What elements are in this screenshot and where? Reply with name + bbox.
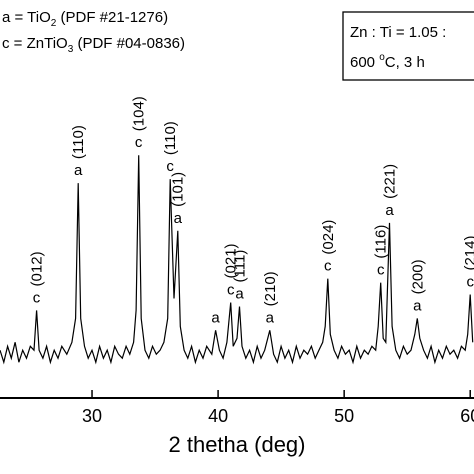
peak-phase: c	[33, 289, 41, 306]
temperature-rest: C, 3 h	[385, 54, 425, 71]
peak-hkl: (110)	[70, 125, 87, 159]
peak-phase: c	[227, 281, 235, 298]
peak-hkl: (221)	[382, 164, 399, 199]
x-tick-label: 50	[334, 406, 354, 426]
peak-hkl: (110)	[162, 121, 179, 155]
xrd-pattern	[0, 155, 474, 365]
degree: o	[379, 52, 385, 63]
x-tick-label: 30	[82, 406, 102, 426]
peak-hkl: (104)	[131, 96, 148, 131]
legend-text: (PDF #04-0836)	[73, 35, 185, 52]
x-tick-label: 40	[208, 406, 228, 426]
legend-entry: c = ZnTiO3 (PDF #04-0836)	[2, 35, 185, 55]
temperature-text: 600 oC, 3 h	[350, 52, 425, 71]
x-axis-label: 2 thetha (deg)	[169, 432, 306, 457]
peak-phase: c	[135, 134, 143, 151]
peak-phase: c	[166, 158, 174, 175]
peak-hkl: (101)	[170, 172, 187, 207]
peak-phase: a	[74, 162, 83, 179]
peak-hkl: (200)	[409, 259, 426, 294]
legend-subscript: 3	[68, 44, 74, 55]
peak-phase: a	[266, 309, 275, 326]
peak-hkl: (214)	[462, 235, 474, 270]
peak-hkl: (012)	[29, 251, 46, 286]
peak-phase: a	[235, 285, 244, 302]
x-tick-label: 60	[460, 406, 474, 426]
peak-phase: c	[466, 274, 474, 291]
legend-subscript: 2	[51, 18, 57, 29]
legend-text: (PDF #21-1276)	[56, 9, 168, 26]
legend-text: a = TiO	[2, 9, 51, 26]
peak-phase: c	[377, 262, 385, 279]
peak-phase: a	[211, 309, 220, 326]
legend-text: c = ZnTiO	[2, 35, 68, 52]
peak-hkl: (210)	[262, 271, 279, 306]
peak-hkl: (111)	[232, 250, 249, 283]
peak-phase: c	[324, 258, 332, 275]
peak-phase: a	[385, 202, 394, 219]
ratio-text: Zn : Ti = 1.05 :	[350, 24, 446, 41]
peak-hkl: (021)	[223, 243, 240, 278]
peak-phase: a	[174, 210, 183, 227]
legend-entry: a = TiO2 (PDF #21-1276)	[2, 9, 168, 29]
peak-phase: a	[413, 297, 422, 314]
peak-hkl: (116)	[373, 225, 390, 259]
temperature: 600	[350, 54, 379, 71]
condition-box	[342, 11, 474, 81]
peak-hkl: (024)	[320, 220, 337, 255]
